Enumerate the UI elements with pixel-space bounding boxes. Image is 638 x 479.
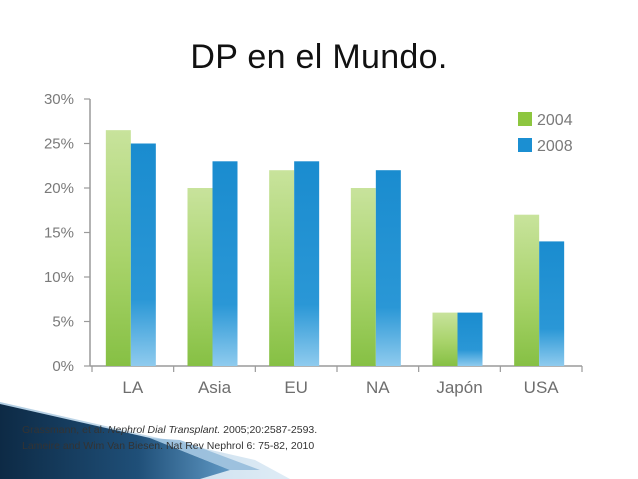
bar-2004-NA <box>350 188 376 366</box>
citation-line-1: Grassmann, et al. Nephrol Dial Transplan… <box>22 422 317 438</box>
bar-2008-USA <box>539 241 565 366</box>
legend-label-2004: 2004 <box>537 112 573 129</box>
chart-bars <box>105 130 565 366</box>
y-tick-label: 20% <box>44 180 74 197</box>
bar-2008-LA <box>130 143 156 366</box>
chart-axes: 0% 5% 10% 15% 20% 25% 30% LA Asia EU NA Japón USA <box>44 91 583 397</box>
bar-2004-LA <box>105 130 131 366</box>
x-category-label: USA <box>524 378 560 397</box>
decorative-ribbon <box>0 402 290 479</box>
y-tick-label: 30% <box>44 91 74 108</box>
citation-1-authors: Grassmann, et al. <box>22 424 108 436</box>
citation-line-2: Lameire and Wim Van Biesen. Nat Rev Neph… <box>22 438 317 454</box>
bar-2008-EU <box>294 161 320 366</box>
bar-2008-Asia <box>212 161 238 366</box>
bar-2008-Japón <box>457 312 483 366</box>
bar-2004-EU <box>269 170 295 366</box>
y-tick-label: 5% <box>52 314 74 331</box>
x-category-label: Japón <box>436 378 482 397</box>
y-tick-label: 15% <box>44 225 74 242</box>
legend-swatch-2004 <box>518 112 532 126</box>
y-tick-label: 25% <box>44 136 74 153</box>
x-category-label: LA <box>122 378 143 397</box>
slide-title: DP en el Mundo. <box>190 38 448 76</box>
y-tick-label: 0% <box>52 358 74 375</box>
citation-block: Grassmann, et al. Nephrol Dial Transplan… <box>22 422 317 454</box>
bar-2008-NA <box>375 170 401 366</box>
x-category-label: NA <box>366 378 390 397</box>
citation-1-details: 2005;20:2587-2593. <box>220 424 318 436</box>
bar-2004-Japón <box>432 312 458 366</box>
y-tick-label: 10% <box>44 269 74 286</box>
bar-2004-Asia <box>187 188 213 366</box>
chart-legend: 2004 2008 <box>518 112 573 155</box>
bar-2004-USA <box>514 214 540 366</box>
x-category-label: EU <box>284 378 308 397</box>
x-category-label: Asia <box>198 378 232 397</box>
citation-1-journal: Nephrol Dial Transplant. <box>107 424 221 436</box>
legend-label-2008: 2008 <box>537 138 573 155</box>
legend-swatch-2008 <box>518 138 532 152</box>
citation-2-text: Lameire and Wim Van Biesen. Nat Rev Neph… <box>22 440 315 452</box>
